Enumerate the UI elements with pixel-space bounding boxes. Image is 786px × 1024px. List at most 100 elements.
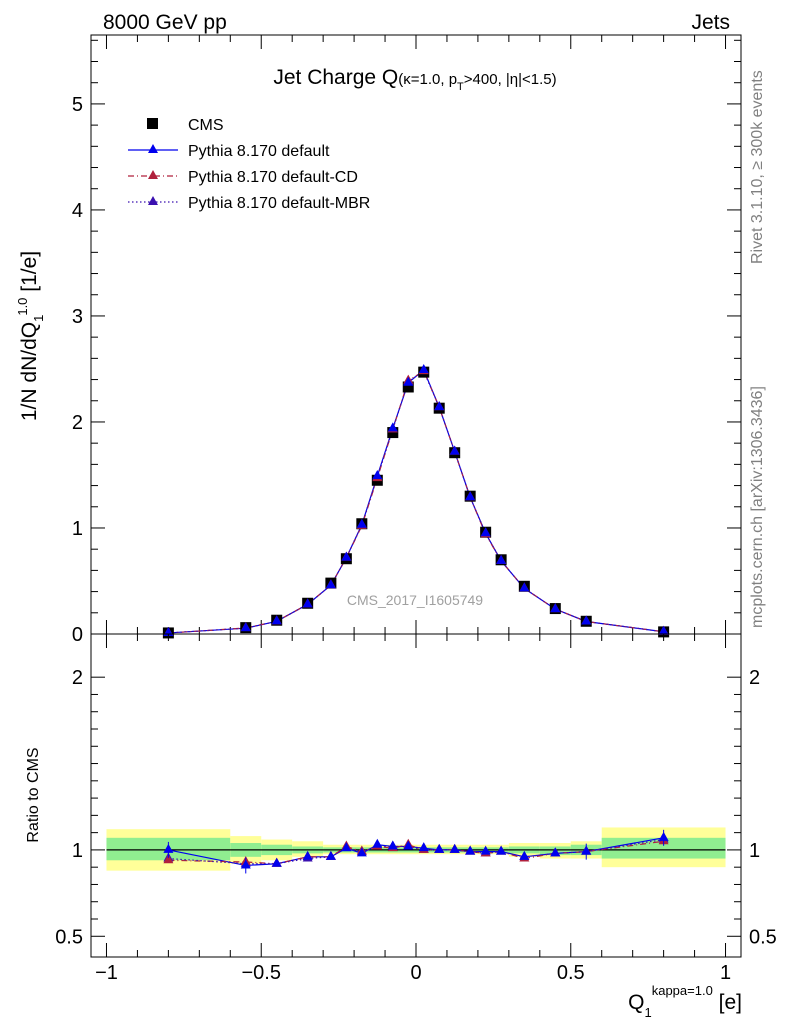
- main-marker-pythia-8-170-default: [449, 445, 460, 455]
- ylabel-sub: 1: [31, 315, 46, 322]
- ratio-ytick-label-right: 0.5: [749, 926, 777, 948]
- ylabel-sup: 1.0: [15, 298, 30, 316]
- main-marker-pythia-8-170-default: [480, 527, 491, 537]
- cms-data-point: [387, 427, 399, 439]
- plot-title: Jet Charge Q(κ=1.0, pT>400, |η|<1.5): [273, 66, 556, 93]
- ratio-ytick-label: 1: [72, 840, 83, 862]
- main-marker-pythia-8-170-default: [550, 603, 561, 613]
- x-tick-label: 0: [410, 962, 421, 984]
- ratio-ytick-label: 0.5: [55, 926, 83, 948]
- ylabel-main: 1/N dN/dQ: [18, 322, 41, 421]
- legend-item-default-mbr: Pythia 8.170 default-MBR: [128, 195, 370, 212]
- main-marker-pythia-8-170-default: [341, 551, 352, 561]
- ratio-marker-pythia-8-170-default: [465, 845, 476, 855]
- ratio-marker-pythia-8-170-default: [387, 840, 398, 850]
- analysis-watermark: CMS_2017_I1605749: [347, 592, 483, 608]
- legend: CMS Pythia 8.170 default Pythia 8.170 de…: [128, 117, 370, 212]
- main-x-ticks: [105, 35, 727, 634]
- ratio-marker-pythia-8-170-default-cd: [163, 854, 174, 864]
- ratio-marker-pythia-8-170-default: [325, 850, 336, 860]
- ratio-marker-pythia-8-170-default: [403, 840, 414, 850]
- main-marker-pythia-8-170-default: [387, 422, 398, 432]
- main-marker-pythia-8-170-default: [658, 625, 669, 635]
- ratio-marker-pythia-8-170-default: [418, 842, 429, 852]
- ratio-ytick-label-right: 1: [749, 840, 760, 862]
- main-marker-pythia-8-170-default: [581, 615, 592, 625]
- main-ytick-label: 3: [72, 306, 83, 328]
- ratio-marker-pythia-8-170-default: [496, 845, 507, 855]
- legend-marker-cms: [147, 118, 158, 129]
- main-panel: 0 1 2 3 4 5 Jet Charge Q(κ=1.0, pT>400, |η|<1…: [15, 34, 742, 646]
- main-marker-pythia-8-170-default: [271, 615, 282, 625]
- title-kappa: (κ=1.0, p: [398, 71, 457, 88]
- legend-label-default: Pythia 8.170 default: [188, 143, 330, 160]
- title-main: Jet Charge Q: [273, 66, 398, 89]
- ratio-marker-pythia-8-170-default: [449, 843, 460, 853]
- title-sub-t: T: [457, 81, 464, 93]
- legend-marker-default-cd: [148, 170, 158, 179]
- legend-marker-default: [148, 144, 158, 153]
- ratio-marker-pythia-8-170-default: [356, 847, 367, 857]
- legend-item-default-cd: Pythia 8.170 default-CD: [128, 169, 358, 186]
- legend-item-cms: CMS: [147, 117, 224, 134]
- ratio-marker-pythia-8-170-default: [581, 845, 592, 855]
- ratio-marker-pythia-8-170-default: [341, 842, 352, 852]
- ratio-ytick-label: 2: [72, 667, 83, 689]
- legend-label-default-mbr: Pythia 8.170 default-MBR: [188, 195, 370, 212]
- main-ytick-label: 2: [72, 412, 83, 434]
- x-tick-label: 0.5: [557, 962, 585, 984]
- main-marker-pythia-8-170-default: [372, 470, 383, 480]
- main-ytick-label: 4: [72, 200, 83, 222]
- ratio-marker-pythia-8-170-default: [434, 843, 445, 853]
- ratio-plot-frame: [90, 633, 742, 958]
- main-series-group: [162, 364, 670, 639]
- main-line-pythia-8-170-default-cd: [168, 370, 664, 634]
- ratio-marker-pythia-8-170-default: [372, 838, 383, 848]
- x-axis-label: Q1kappa=1.0 [e]: [628, 983, 742, 1020]
- ratio-marker-pythia-8-170-default: [163, 843, 174, 853]
- main-marker-pythia-8-170-default: [325, 579, 336, 589]
- main-marker-pythia-8-170-default: [496, 554, 507, 564]
- main-marker-pythia-8-170-default: [519, 582, 530, 592]
- x-tick-label: −0.5: [241, 962, 280, 984]
- ratio-marker-pythia-8-170-default: [519, 850, 530, 860]
- main-marker-pythia-8-170-default: [240, 622, 251, 632]
- main-ytick-label: 5: [72, 94, 83, 116]
- ratio-marker-pythia-8-170-default: [302, 850, 313, 860]
- main-marker-pythia-8-170-default: [434, 401, 445, 411]
- cms-data-point: [402, 381, 414, 393]
- rivet-note: Rivet 3.1.10, ≥ 300k events: [749, 70, 766, 264]
- legend-label-cms: CMS: [188, 117, 224, 134]
- ratio-marker-pythia-8-170-default: [240, 859, 251, 869]
- ratio-uncertainty-bands: [106, 827, 726, 871]
- header-left: 8000 GeV pp: [103, 11, 227, 34]
- xlabel-main: Q: [628, 991, 644, 1014]
- legend-item-default: Pythia 8.170 default: [128, 143, 330, 160]
- main-marker-pythia-8-170-default: [465, 491, 476, 501]
- main-y-label: 1/N dN/dQ11.0 [1/e]: [15, 251, 46, 421]
- mcplots-note: mcplots.cern.ch [arXiv:1306.3436]: [749, 386, 766, 628]
- ratio-line-pythia-8-170-default-cd: [168, 840, 664, 865]
- ratio-marker-pythia-8-170-default: [271, 857, 282, 867]
- main-marker-pythia-8-170-default: [403, 376, 414, 386]
- xlabel-unit: [e]: [713, 991, 742, 1014]
- x-tick-label: −1: [95, 962, 118, 984]
- ratio-ytick-label-right: 2: [749, 667, 760, 689]
- header-right: Jets: [691, 11, 730, 34]
- main-ytick-label: 0: [72, 624, 83, 646]
- legend-marker-default-mbr: [148, 196, 158, 205]
- ylabel-unit: [1/e]: [18, 251, 41, 298]
- ratio-marker-pythia-8-170-default: [658, 831, 669, 841]
- legend-label-default-cd: Pythia 8.170 default-CD: [188, 169, 358, 186]
- main-ytick-label: 1: [72, 518, 83, 540]
- ratio-x-ticks: −1 −0.5 0 0.5 1: [95, 634, 731, 984]
- ratio-y-label: Ratio to CMS: [25, 747, 42, 842]
- main-marker-pythia-8-170-default: [356, 518, 367, 528]
- x-tick-label: 1: [720, 962, 731, 984]
- xlabel-sup: kappa=1.0: [652, 983, 713, 998]
- ratio-marker-pythia-8-170-default: [550, 847, 561, 857]
- xlabel-sub: 1: [644, 1005, 651, 1020]
- main-marker-pythia-8-170-default: [302, 598, 313, 608]
- ratio-panel: 0.5 0.51 12 2 −1 −0.5 0 0.5 1 Ratio to CMS Q1ka…: [25, 633, 777, 1020]
